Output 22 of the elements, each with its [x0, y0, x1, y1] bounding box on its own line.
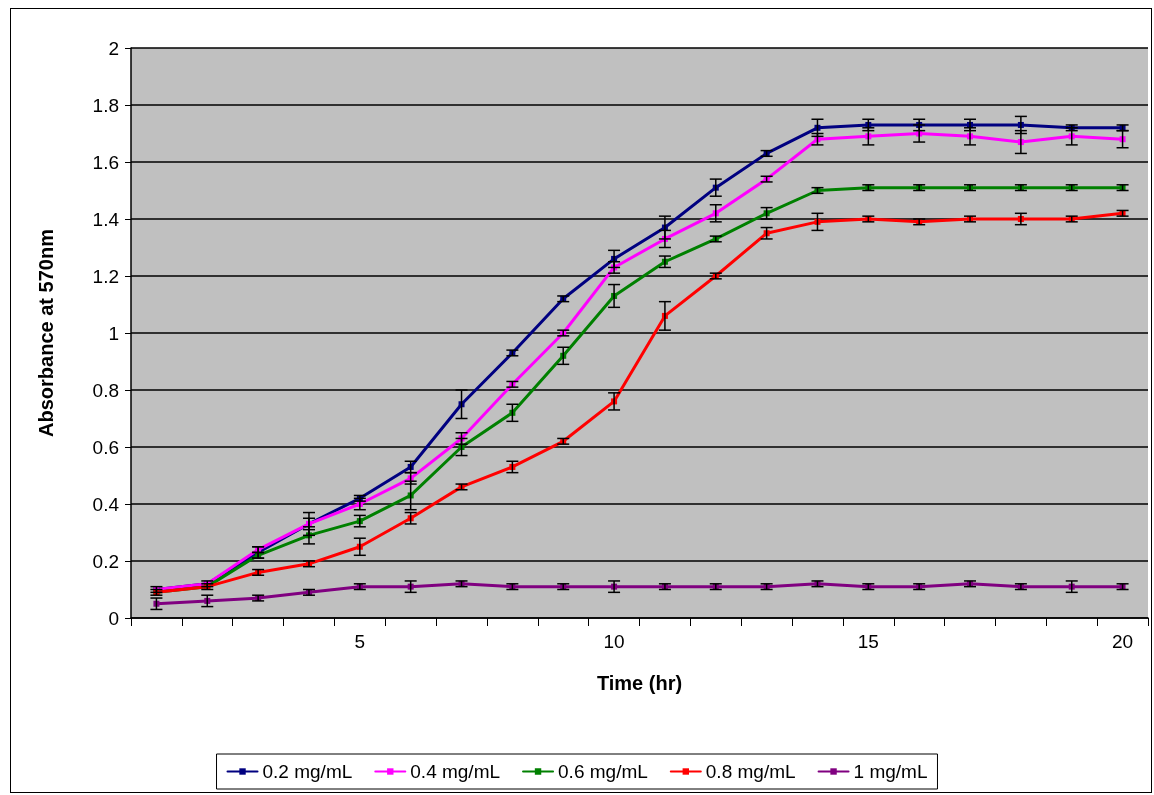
y-tick-label: 0	[108, 607, 119, 629]
x-tick-label: 20	[1112, 631, 1134, 652]
y-tick-label: 0.6	[92, 436, 119, 458]
legend-label: 1 mg/mL	[853, 761, 928, 782]
x-tick-label: 5	[354, 631, 366, 652]
y-tick-label: 2	[108, 37, 119, 59]
y-tick-label: 1.8	[92, 94, 119, 116]
x-tick-label: 15	[857, 631, 879, 652]
y-tick-label: 1.2	[92, 265, 119, 287]
y-tick-label: 1.6	[92, 151, 119, 173]
legend-label: 0.6 mg/mL	[558, 761, 648, 782]
y-tick-label: 0.8	[92, 379, 119, 401]
legend-label: 0.2 mg/mL	[262, 761, 353, 782]
x-tick-label: 10	[603, 631, 625, 652]
y-tick-label: 1	[108, 322, 119, 344]
y-tick-label: 0.4	[92, 493, 120, 515]
y-tick-label: 1.4	[92, 208, 120, 230]
x-axis-title: Time (hr)	[596, 672, 683, 694]
y-axis-title: Absorbance at 570nm	[35, 229, 57, 437]
legend-label: 0.4 mg/mL	[410, 761, 501, 782]
y-tick-label: 0.2	[92, 550, 119, 572]
legend-label: 0.8 mg/mL	[705, 761, 796, 782]
